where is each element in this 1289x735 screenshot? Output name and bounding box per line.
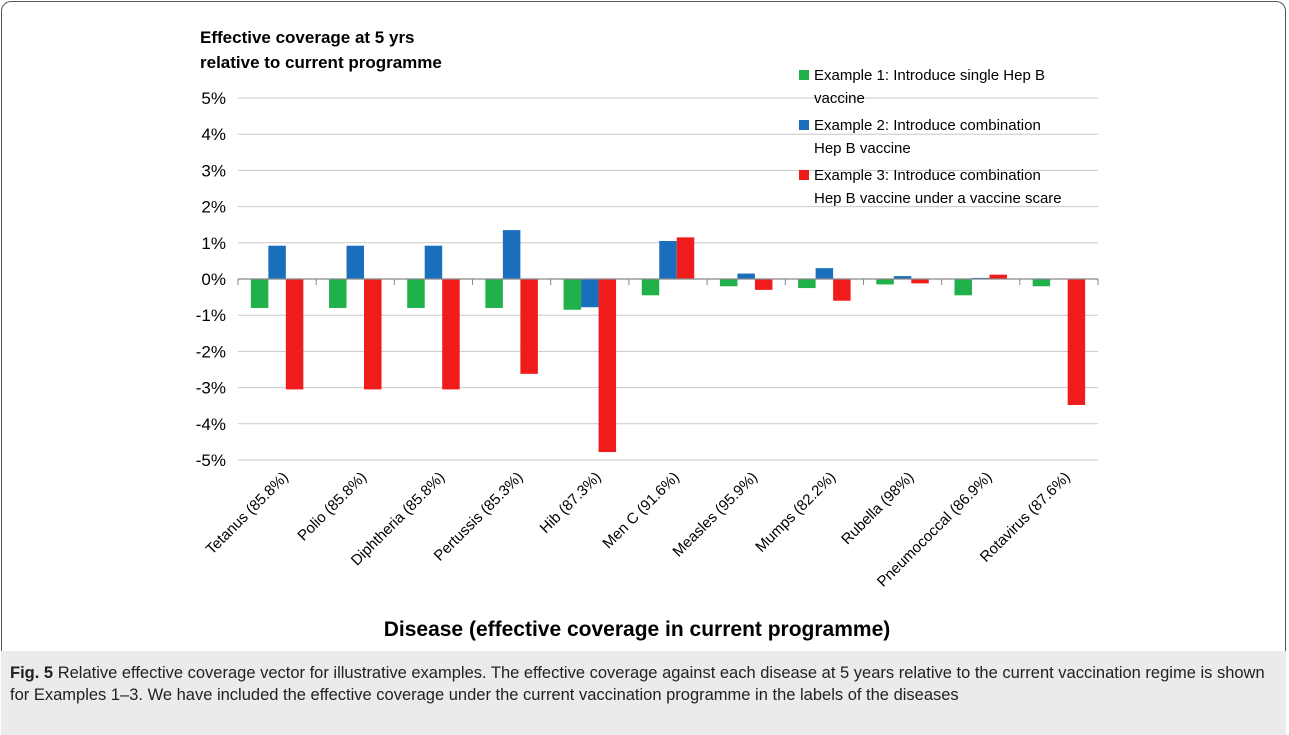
y-tick-label: -1% <box>196 306 226 325</box>
y-tick-label: -4% <box>196 415 226 434</box>
y-axis-title-line-2: relative to current programme <box>200 53 442 72</box>
y-tick-label: 4% <box>201 125 226 144</box>
bar-series-2 <box>268 245 286 279</box>
x-axis <box>237 278 1099 285</box>
bar-series-3 <box>911 279 929 284</box>
legend-label-3: Example 3: Introduce combination <box>814 167 1041 184</box>
caption-band <box>1 651 1286 735</box>
bar-series-2 <box>815 268 834 279</box>
bar-series-1 <box>954 279 972 296</box>
bar-series-1 <box>407 279 425 308</box>
legend-swatch-1 <box>799 70 809 80</box>
bar-series-2 <box>424 245 443 279</box>
bar-series-3 <box>833 279 851 301</box>
legend-swatch-2 <box>799 120 809 130</box>
y-tick-label: 0% <box>201 270 226 289</box>
bar-series-2 <box>502 230 521 279</box>
legend-label-1: vaccine <box>814 90 865 107</box>
bar-series-3 <box>598 279 617 453</box>
bar-series-3 <box>520 279 538 374</box>
legend-label-2: Hep B vaccine <box>814 140 911 157</box>
bar-series-1 <box>719 279 738 287</box>
bars <box>250 230 1086 453</box>
bar-series-3 <box>442 279 460 390</box>
bar-series-1 <box>641 279 660 296</box>
x-category-label: Hib (87.3%) <box>537 469 605 537</box>
figure-label: Fig. 5 <box>10 664 54 682</box>
bar-series-3 <box>676 237 695 279</box>
bar-series-3 <box>1067 279 1086 405</box>
y-axis-title-line-1: Effective coverage at 5 yrs <box>200 28 415 47</box>
bar-series-1 <box>563 279 582 310</box>
y-tick-label: 3% <box>201 161 226 180</box>
y-tick-label: -2% <box>196 342 226 361</box>
figure-caption: Fig. 5 Relative effective coverage vecto… <box>10 662 1275 706</box>
bar-series-2 <box>659 240 677 279</box>
y-axis-ticks: 5% 4% 3% 2% 1% 0% -1% -2% -3% -4% -5% <box>196 89 226 470</box>
figure-caption-text: Relative effective coverage vector for i… <box>10 664 1265 704</box>
bar-series-1 <box>329 279 347 308</box>
bar-series-1 <box>798 279 816 289</box>
legend-label-3: Hep B vaccine under a vaccine scare <box>814 190 1062 207</box>
x-category-label: Men C (91.6%) <box>599 469 682 552</box>
x-category-label: Measles (95.9%) <box>669 469 761 561</box>
bar-series-2 <box>346 245 365 279</box>
x-category-label: Tetanus (85.8%) <box>203 469 292 558</box>
y-tick-label: -3% <box>196 379 226 398</box>
x-axis-title: Disease (effective coverage in current p… <box>384 618 891 641</box>
legend-label-2: Example 2: Introduce combination <box>814 117 1041 134</box>
y-tick-label: 5% <box>201 89 226 108</box>
x-category-label: Rubella (98%) <box>838 469 917 548</box>
legend-swatch-3 <box>799 170 809 180</box>
bar-series-3 <box>989 274 1007 279</box>
bar-series-2 <box>737 273 755 279</box>
bar-series-1 <box>1032 279 1051 287</box>
legend-label-1: Example 1: Introduce single Hep B <box>814 67 1045 84</box>
bar-series-3 <box>285 279 304 390</box>
bar-series-1 <box>876 279 894 285</box>
x-category-label: Mumps (82.2%) <box>752 469 839 556</box>
bar-series-2 <box>893 276 912 279</box>
legend: Example 1: Introduce single Hep B vaccine… <box>799 67 1062 207</box>
bar-chart: Effective coverage at 5 yrs relative to … <box>196 28 1099 641</box>
bar-series-1 <box>485 279 503 308</box>
bar-series-3 <box>364 279 382 390</box>
y-tick-label: -5% <box>196 451 226 470</box>
x-axis-categories: Tetanus (85.8%) Polio (85.8%)Diphtheria (… <box>203 469 1074 591</box>
y-tick-label: 2% <box>201 198 226 217</box>
bar-series-1 <box>250 279 269 308</box>
bar-series-3 <box>754 279 773 290</box>
bar-series-2 <box>581 279 599 308</box>
y-tick-label: 1% <box>201 234 226 253</box>
x-category-label: Polio (85.8%) <box>294 469 370 545</box>
